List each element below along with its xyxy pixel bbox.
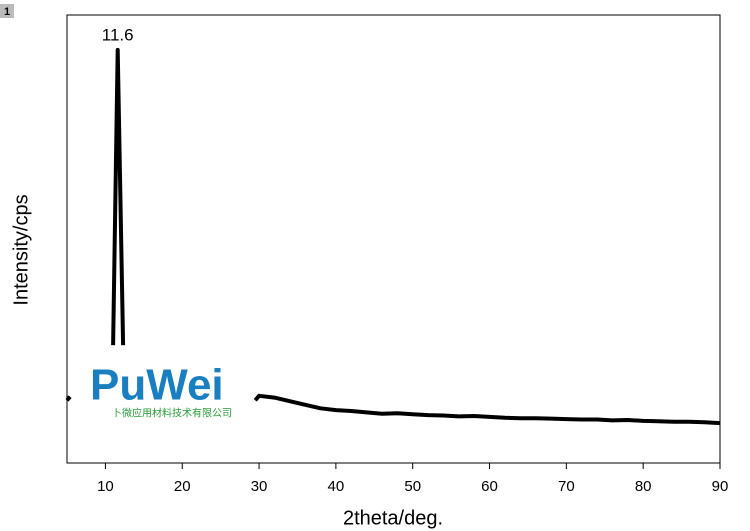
watermark-title: PuWei <box>90 361 224 410</box>
x-tick-label: 40 <box>328 478 345 495</box>
plot-area <box>65 47 721 426</box>
panel-label-box <box>0 4 14 18</box>
x-tick-label: 70 <box>558 478 575 495</box>
x-tick-label: 50 <box>404 478 421 495</box>
x-tick-label: 30 <box>251 478 268 495</box>
watermark-subtitle: 卜微应用材料技术有限公司 <box>112 407 232 420</box>
y-axis-label: Intensity/cps <box>10 194 32 305</box>
x-tick-label: 10 <box>97 478 114 495</box>
data-line <box>65 47 721 426</box>
plot-frame <box>66 14 721 464</box>
peak-annotation: 11.6 <box>102 25 134 44</box>
x-tick-label: 90 <box>712 478 729 495</box>
x-tick-label: 60 <box>481 478 498 495</box>
panel-label: 1 <box>4 6 10 18</box>
x-axis-label: 2theta/deg. <box>343 507 443 529</box>
x-tick-label: 20 <box>174 478 191 495</box>
x-tick-label: 80 <box>635 478 652 495</box>
